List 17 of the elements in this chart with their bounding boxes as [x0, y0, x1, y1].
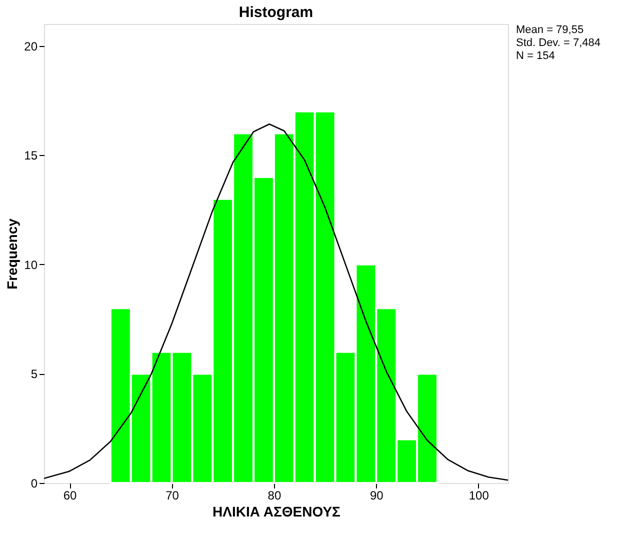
x-axis-title: ΗΛΙΚΙΑ ΑΣΘΕΝΟΥΣ	[212, 504, 340, 520]
y-tick-label: 5	[30, 367, 38, 382]
y-tick-label: 10	[24, 258, 38, 272]
line-series	[44, 123, 508, 481]
x-tick-label: 100	[468, 488, 490, 502]
x-tick-label: 90	[370, 488, 384, 502]
x-tick-label: 70	[166, 488, 180, 502]
y-axis-title: Frequency	[4, 218, 20, 290]
y-tick-label: 0	[30, 476, 38, 490]
text: N = 154	[516, 50, 555, 62]
y-tick-label: 20	[24, 39, 38, 54]
y-tick-label: 15	[24, 148, 38, 163]
x-tick-label: 60	[63, 488, 78, 502]
chart-title: Histogram	[238, 4, 314, 21]
x-tick-label: 80	[268, 488, 282, 502]
text: Mean = 79,55	[516, 24, 584, 36]
text: Std. Dev. = 7,484	[516, 37, 600, 49]
